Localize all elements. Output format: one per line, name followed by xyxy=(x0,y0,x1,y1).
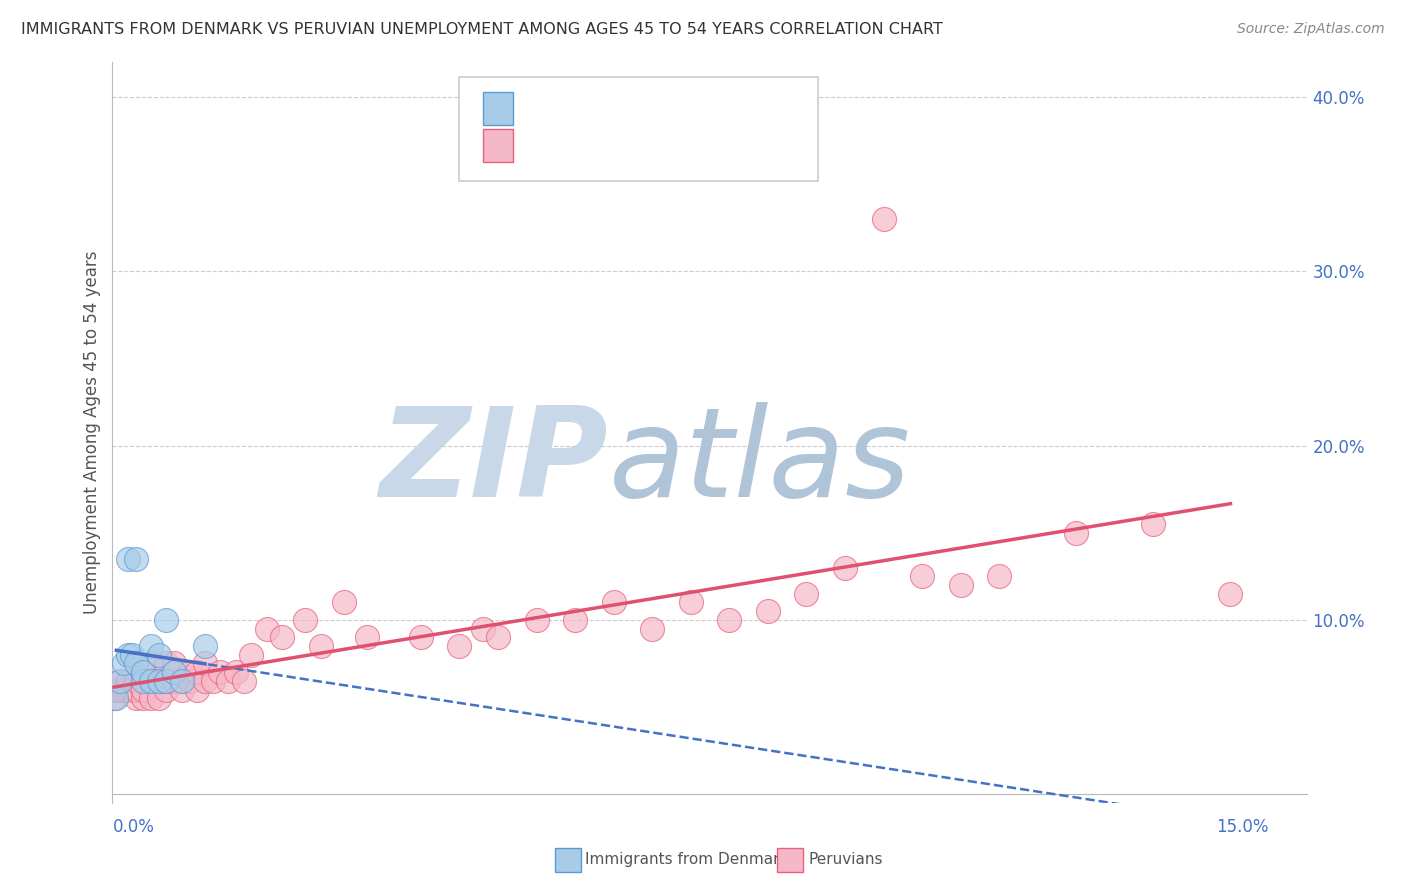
Point xyxy=(124,691,146,706)
Point xyxy=(179,665,201,680)
Point xyxy=(486,630,509,644)
Point xyxy=(186,682,208,697)
Point xyxy=(194,639,217,653)
Point xyxy=(271,630,294,644)
Point xyxy=(117,648,139,662)
Point xyxy=(471,622,494,636)
Bar xyxy=(778,848,803,871)
Point xyxy=(756,604,779,618)
Point xyxy=(186,665,208,680)
Text: R =  0.489   N =  64: R = 0.489 N = 64 xyxy=(527,136,695,154)
Point xyxy=(718,613,741,627)
Point xyxy=(117,682,139,697)
Point xyxy=(201,673,224,688)
Point xyxy=(148,673,170,688)
Point xyxy=(225,665,247,680)
Point xyxy=(256,622,278,636)
Point xyxy=(294,613,316,627)
Point xyxy=(872,212,894,227)
Point xyxy=(155,682,177,697)
Point xyxy=(564,613,586,627)
Point xyxy=(148,691,170,706)
Bar xyxy=(484,92,513,126)
Point xyxy=(155,657,177,671)
Point xyxy=(148,673,170,688)
Point xyxy=(117,552,139,566)
Point xyxy=(148,648,170,662)
Point xyxy=(194,673,217,688)
Point xyxy=(121,648,143,662)
Point xyxy=(163,657,186,671)
Text: Peruvians: Peruvians xyxy=(808,853,883,867)
Bar xyxy=(554,848,581,871)
Point xyxy=(108,682,131,697)
Point xyxy=(170,682,193,697)
Point xyxy=(105,682,128,697)
Point xyxy=(108,673,131,688)
Point xyxy=(163,673,186,688)
Point xyxy=(132,665,155,680)
Point xyxy=(121,682,143,697)
Text: IMMIGRANTS FROM DENMARK VS PERUVIAN UNEMPLOYMENT AMONG AGES 45 TO 54 YEARS CORRE: IMMIGRANTS FROM DENMARK VS PERUVIAN UNEM… xyxy=(21,22,943,37)
Point xyxy=(124,673,146,688)
Point xyxy=(132,673,155,688)
Point xyxy=(139,673,162,688)
Y-axis label: Unemployment Among Ages 45 to 54 years: Unemployment Among Ages 45 to 54 years xyxy=(83,251,101,615)
Point xyxy=(240,648,263,662)
Point xyxy=(679,595,702,609)
Point xyxy=(911,569,934,583)
Point xyxy=(117,673,139,688)
Point xyxy=(139,657,162,671)
Point xyxy=(132,682,155,697)
Point xyxy=(526,613,548,627)
Point xyxy=(179,673,201,688)
Point xyxy=(170,673,193,688)
Point xyxy=(449,639,471,653)
Text: 15.0%: 15.0% xyxy=(1216,819,1270,837)
Point xyxy=(124,657,146,671)
Text: Immigrants from Denmark: Immigrants from Denmark xyxy=(585,853,787,867)
FancyBboxPatch shape xyxy=(458,78,818,181)
Point xyxy=(409,630,432,644)
Point xyxy=(356,630,378,644)
Point xyxy=(112,657,135,671)
Point xyxy=(132,665,155,680)
Point xyxy=(1142,517,1164,532)
Point xyxy=(139,673,162,688)
Point xyxy=(602,595,624,609)
Point xyxy=(155,613,177,627)
Point xyxy=(124,552,146,566)
Point xyxy=(194,657,217,671)
Point xyxy=(132,691,155,706)
Point xyxy=(124,682,146,697)
Point xyxy=(155,673,177,688)
Point xyxy=(641,622,664,636)
Point xyxy=(112,682,135,697)
Point xyxy=(988,569,1011,583)
Point xyxy=(105,691,128,706)
Point xyxy=(333,595,356,609)
Point xyxy=(155,673,177,688)
Text: 0.0%: 0.0% xyxy=(112,819,155,837)
Point xyxy=(108,673,131,688)
Text: Source: ZipAtlas.com: Source: ZipAtlas.com xyxy=(1237,22,1385,37)
Point xyxy=(209,665,232,680)
Bar xyxy=(484,129,513,162)
Text: atlas: atlas xyxy=(609,401,911,523)
Point xyxy=(170,673,193,688)
Point xyxy=(834,560,856,574)
Point xyxy=(232,673,254,688)
Point xyxy=(796,587,818,601)
Point xyxy=(139,691,162,706)
Point xyxy=(163,665,186,680)
Point xyxy=(1064,525,1087,540)
Point xyxy=(1219,587,1241,601)
Point xyxy=(103,691,125,706)
Point xyxy=(309,639,332,653)
Text: ZIP: ZIP xyxy=(380,401,609,523)
Point xyxy=(139,639,162,653)
Point xyxy=(217,673,239,688)
Text: R =  0.175   N =  19: R = 0.175 N = 19 xyxy=(527,99,695,118)
Point xyxy=(949,578,972,592)
